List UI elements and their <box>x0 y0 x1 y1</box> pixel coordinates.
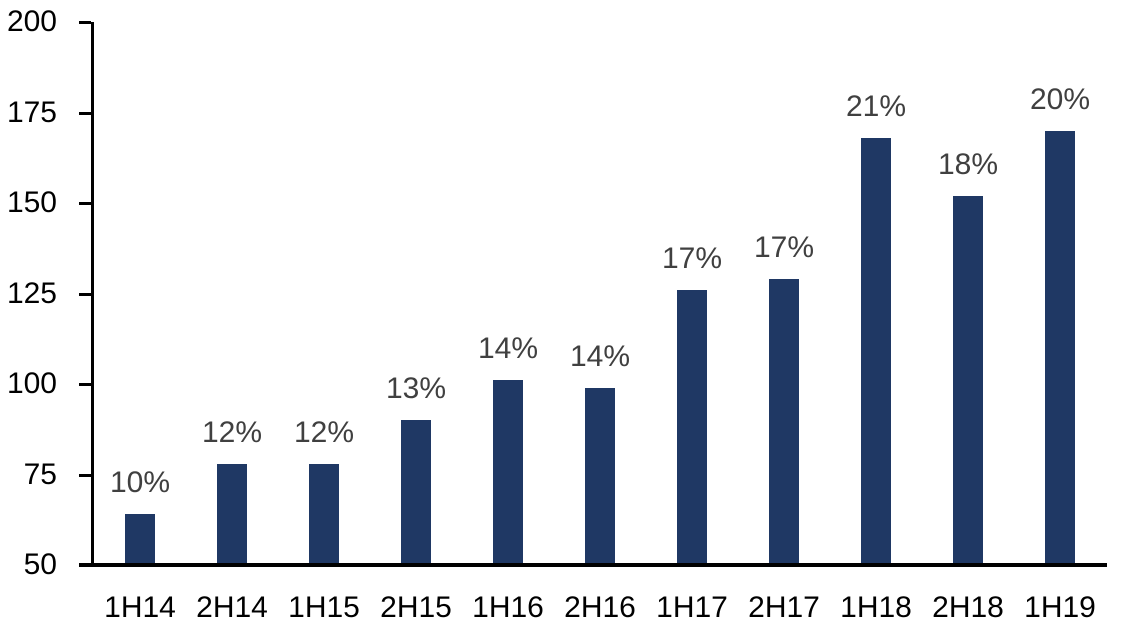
x-axis-line <box>79 563 1107 567</box>
bar-value-label: 12% <box>293 416 355 449</box>
y-axis-line <box>91 22 94 567</box>
bar <box>217 464 247 565</box>
bar-value-label: 14% <box>477 332 539 365</box>
bar-value-label: 10% <box>109 466 171 499</box>
y-axis-tick-mark <box>79 21 91 24</box>
y-axis-tick-mark <box>79 112 91 115</box>
x-axis-category-label: 1H19 <box>1024 591 1096 624</box>
bar-value-label: 18% <box>937 148 999 181</box>
bar-value-label: 12% <box>201 416 263 449</box>
x-axis-category-label: 2H16 <box>564 591 636 624</box>
y-axis-tick-label: 200 <box>6 5 57 38</box>
y-axis-tick-label: 125 <box>6 277 57 310</box>
bar <box>125 514 155 565</box>
plot-area: 10% 12% 12% 13% 14% 14% 17% 17% 21% 18% 20% <box>79 21 1107 567</box>
bar <box>769 279 799 565</box>
y-axis-tick-mark <box>79 293 91 296</box>
y-axis-tick-label: 150 <box>6 186 57 219</box>
x-axis-category-label: 2H18 <box>932 591 1004 624</box>
bar <box>861 138 891 565</box>
bar-value-label: 20% <box>1029 83 1091 116</box>
y-axis-tick-mark <box>79 383 91 386</box>
y-axis-tick-label: 50 <box>23 548 57 581</box>
bar-value-label: 13% <box>385 372 447 405</box>
bar <box>677 290 707 565</box>
x-axis-category-label: 1H17 <box>656 591 728 624</box>
x-axis-category-label: 2H15 <box>380 591 452 624</box>
bar <box>953 196 983 565</box>
x-axis-category-label: 1H14 <box>104 591 176 624</box>
x-axis-category-label: 1H18 <box>840 591 912 624</box>
y-axis-tick-label: 75 <box>23 458 57 491</box>
x-axis-category-label: 1H15 <box>288 591 360 624</box>
bar <box>309 464 339 565</box>
bar-value-label: 14% <box>569 340 631 373</box>
bar <box>1045 131 1075 565</box>
bar <box>493 380 523 565</box>
y-axis-tick-mark <box>79 202 91 205</box>
bar-value-label: 21% <box>845 90 907 123</box>
x-axis-category-label: 2H17 <box>748 591 820 624</box>
bar <box>401 420 431 565</box>
bar-value-label: 17% <box>661 242 723 275</box>
y-axis-tick-label: 100 <box>6 367 57 400</box>
y-axis-tick-label: 175 <box>6 96 57 129</box>
x-axis-category-label: 2H14 <box>196 591 268 624</box>
y-axis-tick-mark <box>79 474 91 477</box>
bar-value-label: 17% <box>753 231 815 264</box>
x-axis-category-label: 1H16 <box>472 591 544 624</box>
bar <box>585 388 615 565</box>
